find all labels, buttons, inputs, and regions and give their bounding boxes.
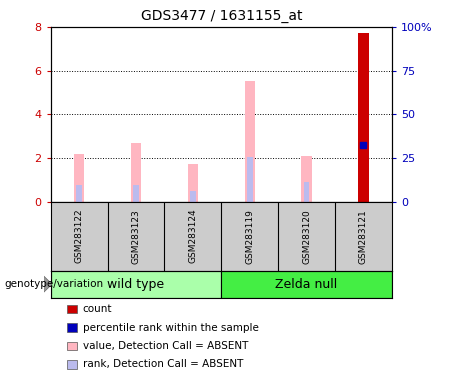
Text: wild type: wild type [107, 278, 165, 291]
Bar [133, 185, 139, 202]
Text: value, Detection Call = ABSENT: value, Detection Call = ABSENT [83, 341, 248, 351]
Bar [304, 182, 309, 202]
FancyBboxPatch shape [221, 271, 392, 298]
Text: Zelda null: Zelda null [275, 278, 338, 291]
Text: GSM283124: GSM283124 [189, 209, 197, 263]
Bar [247, 157, 253, 202]
Text: GSM283122: GSM283122 [75, 209, 83, 263]
Polygon shape [44, 276, 52, 292]
Bar [358, 33, 368, 202]
Title: GDS3477 / 1631155_at: GDS3477 / 1631155_at [141, 9, 302, 23]
Bar [131, 142, 141, 202]
Bar [188, 164, 198, 202]
FancyBboxPatch shape [51, 271, 221, 298]
Bar [361, 145, 366, 202]
Text: percentile rank within the sample: percentile rank within the sample [83, 323, 259, 333]
Text: GSM283119: GSM283119 [245, 209, 254, 263]
Text: GSM283121: GSM283121 [359, 209, 368, 263]
Bar [301, 156, 312, 202]
Text: GSM283123: GSM283123 [131, 209, 141, 263]
Text: genotype/variation: genotype/variation [5, 279, 104, 289]
Bar [74, 154, 84, 202]
Bar [245, 81, 255, 202]
Bar [190, 191, 195, 202]
Bar [77, 185, 82, 202]
Text: GSM283120: GSM283120 [302, 209, 311, 263]
Text: count: count [83, 304, 112, 314]
Text: rank, Detection Call = ABSENT: rank, Detection Call = ABSENT [83, 359, 243, 369]
Bar [358, 33, 368, 202]
